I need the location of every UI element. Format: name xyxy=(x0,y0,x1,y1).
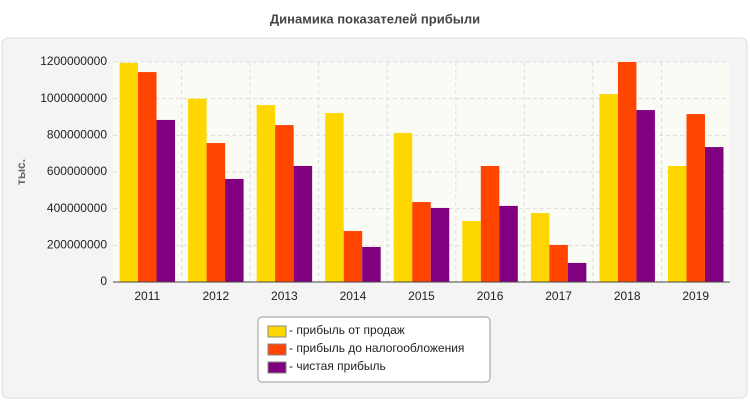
y-tick-label: 200000000 xyxy=(47,238,107,252)
bar xyxy=(567,262,587,282)
bar xyxy=(599,94,618,282)
bar xyxy=(188,98,207,283)
bar xyxy=(636,110,655,283)
bar xyxy=(225,178,244,282)
bar xyxy=(393,132,413,282)
bar xyxy=(686,114,705,282)
x-tick-label: 2016 xyxy=(477,289,504,303)
y-axis-label: тыс. xyxy=(14,159,28,185)
x-tick-label: 2013 xyxy=(271,289,298,303)
legend-swatch xyxy=(267,361,287,374)
bar xyxy=(119,62,139,282)
bar xyxy=(343,231,363,282)
legend-swatch xyxy=(267,325,287,338)
bar xyxy=(325,112,344,282)
x-tick-label: 2014 xyxy=(340,289,367,303)
bar xyxy=(430,207,450,282)
y-tick-label: 800000000 xyxy=(47,128,107,142)
y-tick-label: 600000000 xyxy=(47,164,107,178)
y-tick-label: 1200000000 xyxy=(40,54,107,68)
bar xyxy=(549,244,568,282)
y-tick-label: 1000000000 xyxy=(40,91,107,105)
bar xyxy=(667,165,687,282)
bar xyxy=(293,165,313,282)
bar xyxy=(275,125,294,282)
x-tick-label: 2012 xyxy=(202,289,229,303)
legend-label: - прибыль от продаж xyxy=(289,323,405,337)
x-tick-label: 2017 xyxy=(545,289,572,303)
x-tick-label: 2019 xyxy=(682,289,709,303)
legend-label: - прибыль до налогообложения xyxy=(289,341,464,355)
bar xyxy=(256,105,276,282)
bar xyxy=(530,213,550,282)
legend-swatch xyxy=(267,343,287,356)
x-tick-label: 2011 xyxy=(134,289,160,303)
bar xyxy=(138,72,157,282)
bar xyxy=(462,220,481,282)
x-tick-label: 2018 xyxy=(614,289,641,303)
legend xyxy=(257,316,491,383)
y-tick-label: 400000000 xyxy=(47,201,107,215)
bar xyxy=(617,62,637,282)
bar xyxy=(156,119,176,282)
bar xyxy=(704,147,724,282)
bar xyxy=(480,165,500,282)
legend-label: - чистая прибыль xyxy=(289,359,386,373)
bar xyxy=(206,143,226,282)
bar xyxy=(499,205,518,282)
y-tick-label: 0 xyxy=(100,274,107,288)
bar xyxy=(412,202,431,282)
x-tick-label: 2015 xyxy=(408,289,435,303)
chart-title: Динамика показателей прибыли xyxy=(270,11,480,26)
bar xyxy=(362,246,381,282)
